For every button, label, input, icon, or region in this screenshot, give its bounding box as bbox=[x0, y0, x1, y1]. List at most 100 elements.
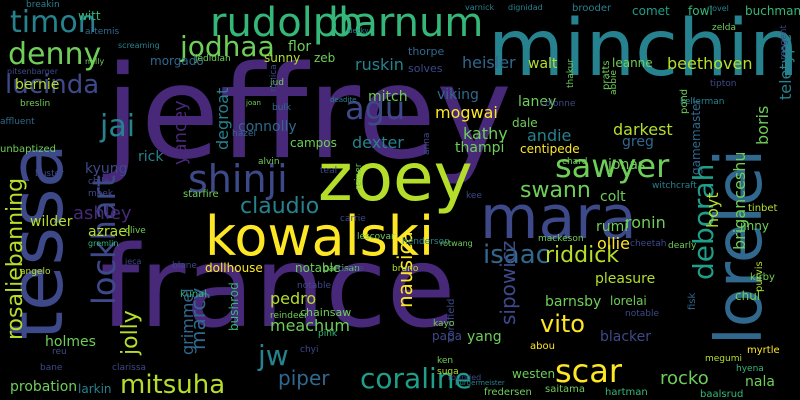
cloud-word-boris: boris bbox=[753, 105, 772, 145]
cloud-word-viking: viking bbox=[437, 87, 479, 103]
cloud-word-gremlin: gremlin bbox=[88, 239, 119, 248]
cloud-word-notable: notable bbox=[297, 281, 332, 291]
cloud-word-barnum: barnum bbox=[328, 0, 484, 46]
cloud-word-pink: pink bbox=[318, 329, 338, 339]
cloud-word-greg: greg bbox=[622, 134, 654, 150]
cloud-word-ollie: ollie bbox=[597, 234, 630, 253]
cloud-word-dale: dale bbox=[512, 116, 538, 130]
cloud-word-morgado: morgado bbox=[150, 54, 204, 68]
cloud-word-claudio: claudio bbox=[240, 194, 320, 219]
cloud-word-affluent: affluent bbox=[0, 117, 35, 127]
cloud-word-hyena: hyena bbox=[736, 364, 764, 374]
cloud-word-artemis: artemis bbox=[85, 27, 120, 37]
cloud-word-kowalski: kowalski bbox=[205, 205, 435, 268]
cloud-word-flor: flor bbox=[288, 39, 312, 55]
cloud-word-sipowicz: sipowicz bbox=[496, 240, 520, 325]
cloud-word-pratts: pratts bbox=[601, 60, 612, 90]
cloud-word-timon: timon bbox=[10, 5, 97, 40]
cloud-word-sawyer: sawyer bbox=[555, 147, 670, 185]
cloud-word-baalsrud: baalsrud bbox=[700, 389, 744, 400]
cloud-word-tipton: tipton bbox=[710, 79, 737, 89]
cloud-word-fredersen: fredersen bbox=[484, 387, 532, 398]
cloud-word-reu: reu bbox=[52, 347, 67, 357]
cloud-word-chyi: chyi bbox=[300, 345, 319, 355]
cloud-word-coraline: coraline bbox=[360, 362, 472, 395]
cloud-word-purvis: purvis bbox=[754, 261, 765, 292]
cloud-word-kayo: kayo bbox=[433, 319, 455, 329]
cloud-word-novel: novel bbox=[707, 4, 729, 13]
cloud-word-kyung: kyung bbox=[85, 161, 128, 177]
cloud-word-holmes: holmes bbox=[45, 334, 96, 350]
cloud-word-unbaptized: unbaptized bbox=[0, 144, 56, 155]
cloud-word-vito: vito bbox=[540, 310, 585, 338]
cloud-word-thakur: thakur bbox=[566, 58, 576, 88]
cloud-word-darkest: darkest bbox=[613, 120, 673, 139]
cloud-word-chile: chile bbox=[88, 177, 110, 187]
cloud-word-kee: kee bbox=[466, 191, 482, 201]
cloud-word-pleasure: pleasure bbox=[595, 271, 656, 287]
cloud-word-jw: jw bbox=[258, 339, 289, 372]
cloud-word-bulk: bulk bbox=[272, 103, 292, 113]
cloud-word-gamemaster: gamemaster bbox=[689, 98, 703, 175]
cloud-word-jolly: jolly bbox=[118, 310, 143, 355]
cloud-word-jinny: jinny bbox=[740, 219, 769, 233]
cloud-word-azrael: azrael bbox=[88, 224, 131, 240]
cloud-word-meek: meek bbox=[88, 189, 114, 199]
cloud-word-briganceshu: briganceshu bbox=[730, 151, 749, 250]
cloud-word-minchin: minchin bbox=[488, 4, 799, 94]
cloud-word-megumi: megumi bbox=[705, 354, 742, 364]
cloud-word-mogwai: mogwai bbox=[435, 103, 498, 122]
cloud-word-hoyt: hoyt bbox=[703, 192, 722, 228]
cloud-word-zeb: zeb bbox=[314, 51, 336, 65]
cloud-word-reindeer: reindeer bbox=[270, 311, 308, 321]
cloud-word-bushrod: bushrod bbox=[227, 282, 241, 331]
cloud-word-rick: rick bbox=[138, 149, 164, 165]
cloud-word-carrie: carrie bbox=[340, 214, 366, 224]
cloud-word-meachum: meachum bbox=[270, 316, 350, 335]
cloud-word-mackeson: mackeson bbox=[538, 234, 584, 244]
cloud-word-denny: denny bbox=[8, 37, 102, 72]
cloud-word-jonas: jonas bbox=[608, 157, 646, 173]
cloud-word-deadite: deadite bbox=[330, 96, 357, 104]
cloud-word-mitsuha: mitsuha bbox=[120, 370, 226, 400]
cloud-word-kirby: kirby bbox=[750, 272, 775, 283]
cloud-word-fowl: fowl bbox=[688, 4, 713, 18]
cloud-word-solves: solves bbox=[408, 62, 443, 75]
cloud-word-heisler: heisler bbox=[462, 53, 516, 72]
cloud-word-jedidiah: jedidiah bbox=[195, 54, 231, 64]
cloud-word-zelda: zelda bbox=[712, 23, 736, 33]
cloud-word-dexter: dexter bbox=[352, 133, 404, 152]
cloud-word-yang: yang bbox=[467, 329, 502, 345]
cloud-word-clarissa: clarissa bbox=[112, 363, 147, 373]
cloud-word-partisan: partisan bbox=[323, 264, 360, 274]
cloud-word-yancey: yancey bbox=[170, 100, 191, 165]
cloud-word-mitch: mitch bbox=[368, 89, 408, 105]
cloud-word-colonne: colonne bbox=[540, 99, 576, 109]
cloud-word-beethoven: beethoven bbox=[667, 54, 753, 73]
cloud-word-breslin: breslin bbox=[20, 99, 51, 109]
cloud-word-rosaliebanning: rosaliebanning bbox=[3, 177, 28, 340]
cloud-word-tinbet: tinbet bbox=[748, 203, 778, 214]
cloud-word-centipede: centipede bbox=[520, 142, 580, 156]
cloud-word-nala: nala bbox=[745, 374, 775, 390]
cloud-word-connolly: connolly bbox=[238, 119, 297, 135]
cloud-word-jud: jud bbox=[270, 78, 284, 88]
cloud-word-colt: colt bbox=[600, 189, 626, 205]
cloud-word-reiner: reiner bbox=[354, 163, 364, 190]
cloud-word-notable: notable bbox=[295, 261, 341, 275]
cloud-word-thampi: thampi bbox=[455, 140, 505, 156]
cloud-word-walt: walt bbox=[528, 56, 558, 72]
cloud-word-suga: suga bbox=[437, 367, 459, 377]
cloud-word-laney: laney bbox=[518, 94, 557, 110]
cloud-word-larkin: larkin bbox=[78, 382, 112, 396]
cloud-word-chul: chul bbox=[735, 289, 761, 303]
cloud-word-jodhaa: jodhaa bbox=[180, 30, 275, 63]
cloud-word-leanne: leanne bbox=[612, 56, 653, 70]
cloud-word-chainsaw: chainsaw bbox=[300, 306, 352, 319]
cloud-word-ruskin: ruskin bbox=[355, 55, 404, 74]
cloud-word-mara: mara bbox=[480, 183, 637, 253]
cloud-word-lorelai: lorelai bbox=[610, 294, 647, 308]
cloud-word-lucinda: lucinda bbox=[5, 70, 100, 100]
cloud-word-varnick: varnick bbox=[465, 3, 495, 12]
